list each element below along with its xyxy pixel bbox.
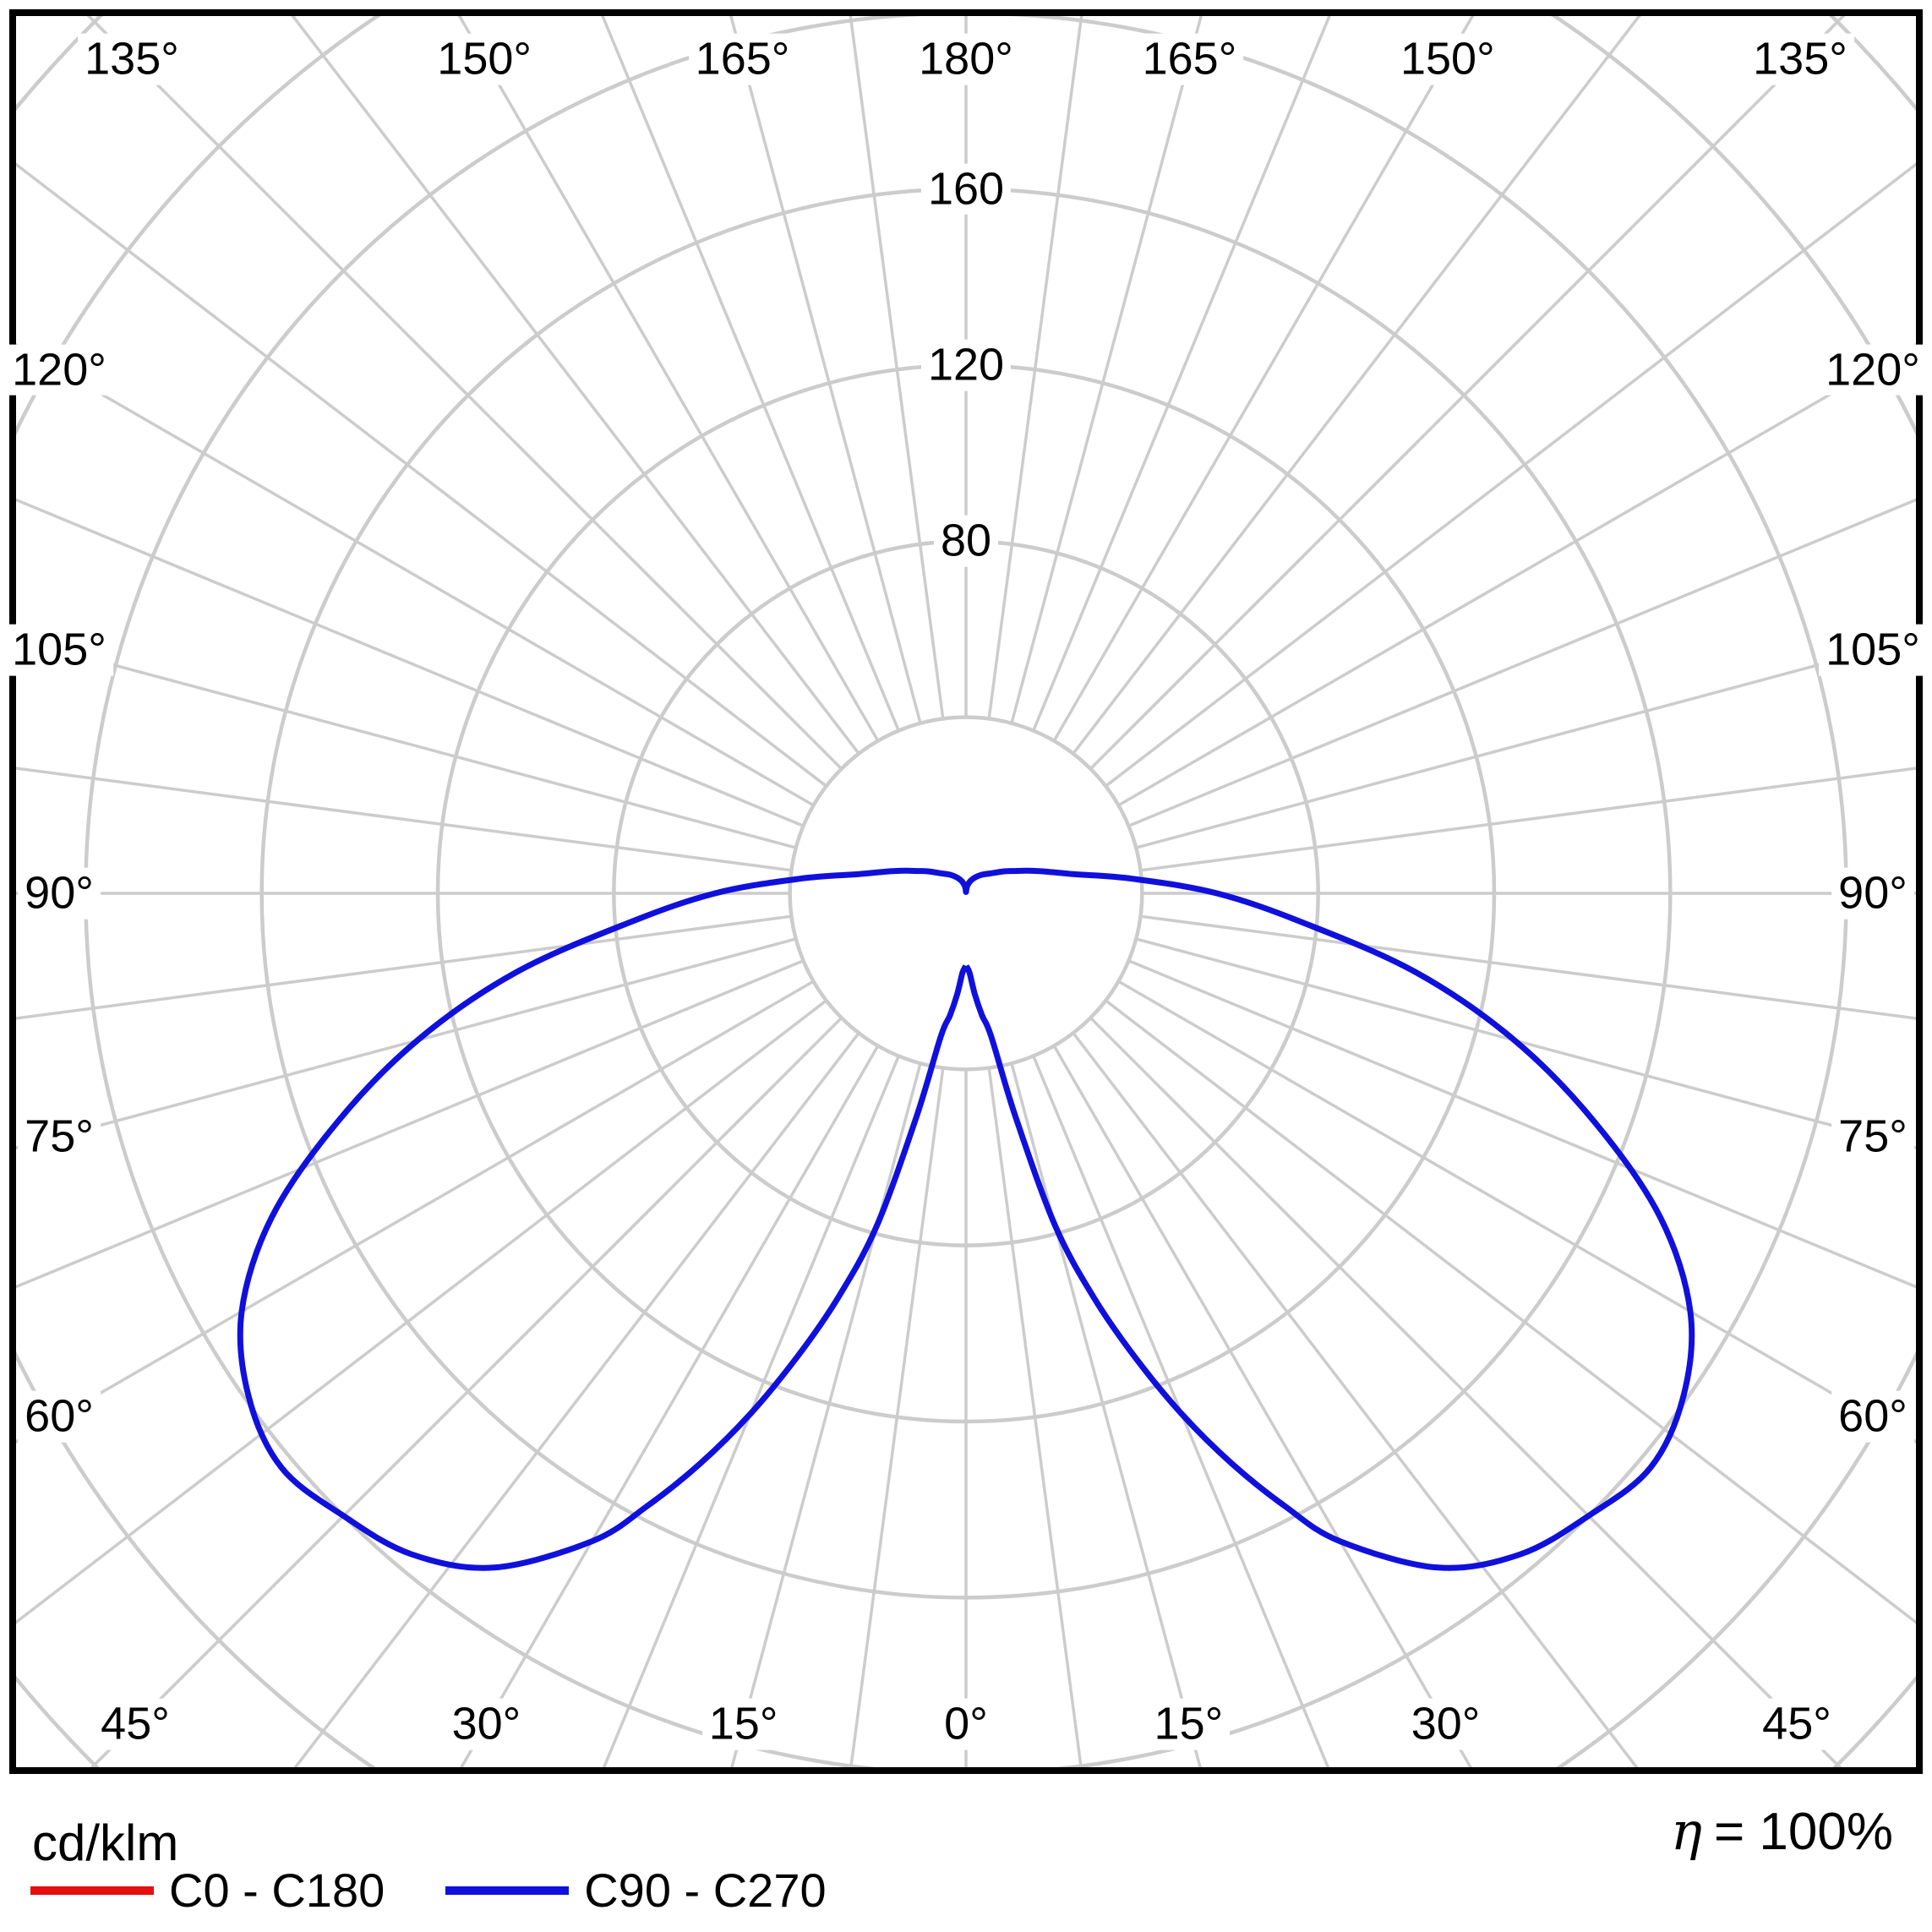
- efficiency-label: η = 100%: [1671, 1800, 1893, 1862]
- eta-value: = 100%: [1713, 1803, 1893, 1861]
- angle-label-60-right: 60°: [1831, 1391, 1914, 1443]
- grid-ray: [601, 1055, 900, 1771]
- grid-ray: [1127, 496, 1919, 827]
- angle-label-120-left: 120°: [5, 344, 113, 396]
- curve-c90-c270: [237, 867, 1695, 1571]
- angle-label-30-right: 30°: [1404, 1698, 1487, 1750]
- grid-ray: [456, 13, 880, 742]
- ring-label-160: 160: [920, 163, 1012, 216]
- angle-label-90-right: 90°: [1831, 867, 1914, 920]
- angle-label-15-left: 15°: [701, 1698, 785, 1750]
- eta-symbol: η: [1670, 1800, 1702, 1862]
- angle-label-15-right: 15°: [1147, 1698, 1231, 1750]
- angle-label-30-left: 30°: [445, 1698, 528, 1750]
- angle-label-135-right: 135°: [1746, 33, 1854, 85]
- plot-frame: [9, 9, 1923, 1774]
- grid-ray: [13, 496, 805, 827]
- angle-label-180-left: 180°: [912, 33, 1020, 85]
- legend: C0 - C180 C90 - C270: [30, 1863, 827, 1918]
- legend-swatch-c0-c180: [30, 1886, 154, 1895]
- grid-ray: [1010, 13, 1204, 724]
- grid-ray: [599, 13, 900, 732]
- grid-ray: [1010, 1062, 1203, 1771]
- grid-ray: [83, 13, 843, 770]
- angle-label-105-left: 105°: [5, 625, 113, 676]
- angle-label-0-left: 0°: [937, 1698, 995, 1750]
- grid-ray: [457, 1045, 880, 1771]
- angle-label-105-right: 105°: [1819, 625, 1927, 676]
- ring-label-120: 120: [920, 339, 1012, 391]
- grid-ray: [13, 959, 805, 1291]
- grid-ray: [1032, 1055, 1331, 1771]
- grid-ray: [288, 13, 860, 755]
- grid-ray: [1089, 1017, 1846, 1771]
- grid-ray: [729, 1062, 922, 1771]
- grid-ray: [1127, 959, 1919, 1291]
- legend-label-c90-c270: C90 - C270: [584, 1864, 827, 1917]
- angle-label-90-left: 90°: [18, 867, 101, 920]
- grid-ray: [1105, 160, 1919, 788]
- grid-ray: [13, 636, 797, 849]
- grid-ray: [987, 13, 1083, 719]
- grid-ray: [86, 1017, 843, 1771]
- units-label: cd/klm: [32, 1815, 179, 1871]
- grid-ray: [1052, 13, 1476, 742]
- angle-label-120-right: 120°: [1819, 344, 1927, 396]
- grid-ray: [1105, 999, 1919, 1627]
- grid-ray: [13, 980, 815, 1446]
- grid-ray: [1135, 937, 1919, 1151]
- legend-swatch-c90-c270: [445, 1886, 570, 1895]
- angle-label-150-left: 150°: [430, 33, 538, 85]
- grid-ray: [13, 937, 797, 1151]
- angle-label-60-left: 60°: [18, 1391, 101, 1443]
- angle-label-135-left: 135°: [78, 33, 186, 85]
- grid-ray: [13, 999, 827, 1627]
- grid-ray: [13, 341, 815, 807]
- grid-ray: [1135, 636, 1919, 849]
- grid-ray: [1140, 766, 1919, 872]
- grid-ray: [1032, 13, 1333, 732]
- grid-ray: [1072, 1032, 1641, 1771]
- grid-ray: [13, 160, 827, 788]
- angle-label-45-right: 45°: [1755, 1698, 1838, 1750]
- grid-ray: [728, 13, 922, 724]
- angle-label-45-left: 45°: [94, 1698, 177, 1750]
- angle-label-165-right: 165°: [1135, 33, 1244, 85]
- legend-label-c0-c180: C0 - C180: [169, 1864, 385, 1917]
- grid-ray: [291, 1032, 860, 1771]
- grid-ray: [13, 766, 792, 872]
- grid-ray: [1117, 341, 1919, 807]
- grid-ray: [987, 1067, 1083, 1771]
- grid-ray: [1089, 13, 1849, 770]
- grid-ray: [1052, 1045, 1475, 1771]
- grid-ray: [1117, 980, 1919, 1446]
- angle-label-75-right: 75°: [1831, 1111, 1914, 1162]
- ring-label-80: 80: [933, 515, 999, 567]
- grid-ray: [1072, 13, 1644, 755]
- angle-label-165-left: 165°: [688, 33, 797, 85]
- grid-ray: [849, 13, 945, 719]
- grid-ray: [849, 1067, 945, 1771]
- angle-label-75-left: 75°: [18, 1111, 101, 1162]
- angle-label-150-right: 150°: [1393, 33, 1502, 85]
